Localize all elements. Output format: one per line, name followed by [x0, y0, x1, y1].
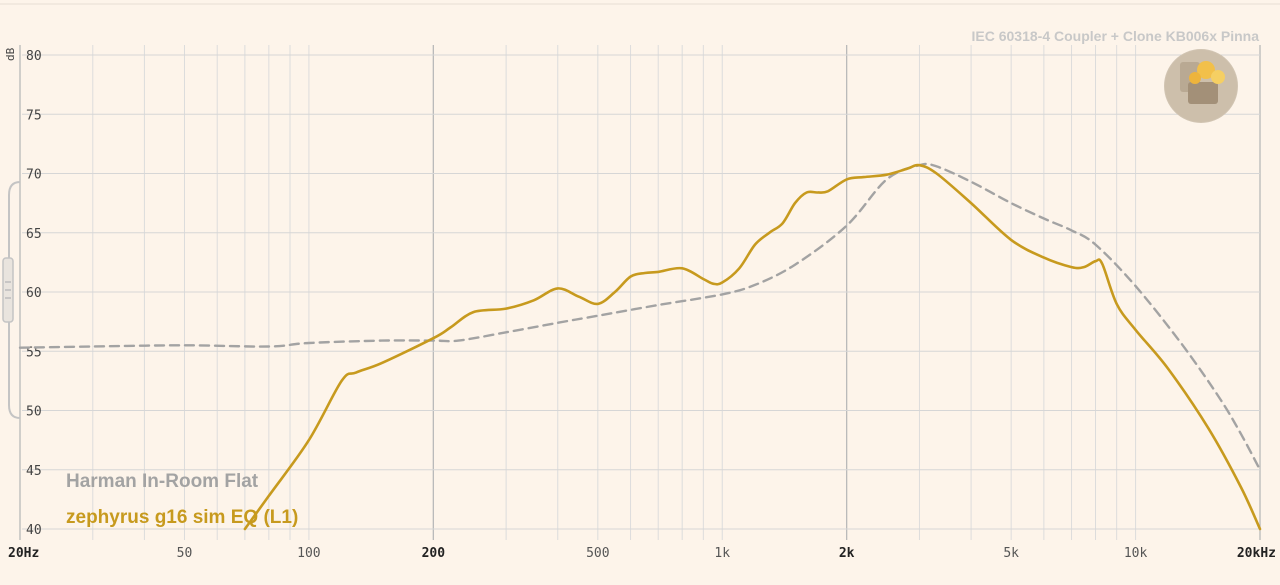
author-avatar: [1164, 49, 1238, 123]
x-tick-label: 100: [297, 546, 320, 561]
y-tick-labels: 80 75 70 65 60 55 50 45 40: [26, 49, 42, 538]
x-tick-label: 10k: [1124, 546, 1148, 561]
y-tick-label: 60: [26, 286, 42, 301]
x-tick-label: 20kHz: [1237, 546, 1276, 561]
y-tick-label: 45: [26, 464, 42, 479]
measurement-curve-line: [243, 163, 1262, 531]
legend-target[interactable]: Harman In-Room Flat: [66, 471, 259, 492]
x-tick-label: 20Hz: [8, 546, 39, 561]
target-curve-line: [18, 162, 1262, 471]
y-tick-label: 55: [26, 345, 42, 360]
y-axis-unit: dB: [4, 47, 17, 61]
x-tick-labels: 20Hz 50 100 200 500 1k 2k 5k 10k 20kHz: [8, 546, 1276, 561]
x-tick-label: 500: [586, 546, 609, 561]
y-tick-label: 80: [26, 49, 42, 64]
x-tick-label: 50: [177, 546, 193, 561]
x-tick-label: 5k: [1003, 546, 1019, 561]
series-layer: [18, 162, 1262, 531]
y-tick-label: 70: [26, 168, 42, 183]
y-axis-drag-handle[interactable]: [2, 181, 21, 419]
y-tick-label: 75: [26, 108, 42, 123]
x-tick-label: 200: [422, 546, 446, 561]
measurement-rig-label: IEC 60318-4 Coupler + Clone KB006x Pinna: [972, 28, 1260, 44]
y-tick-label: 50: [26, 405, 42, 420]
legend-measurement[interactable]: zephyrus g16 sim EQ (L1): [66, 507, 298, 528]
x-tick-label: 2k: [839, 546, 855, 561]
x-tick-label: 1k: [714, 546, 730, 561]
y-tick-label: 65: [26, 227, 42, 242]
y-tick-label: 40: [26, 523, 42, 538]
horizontal-grid: [22, 54, 1260, 530]
